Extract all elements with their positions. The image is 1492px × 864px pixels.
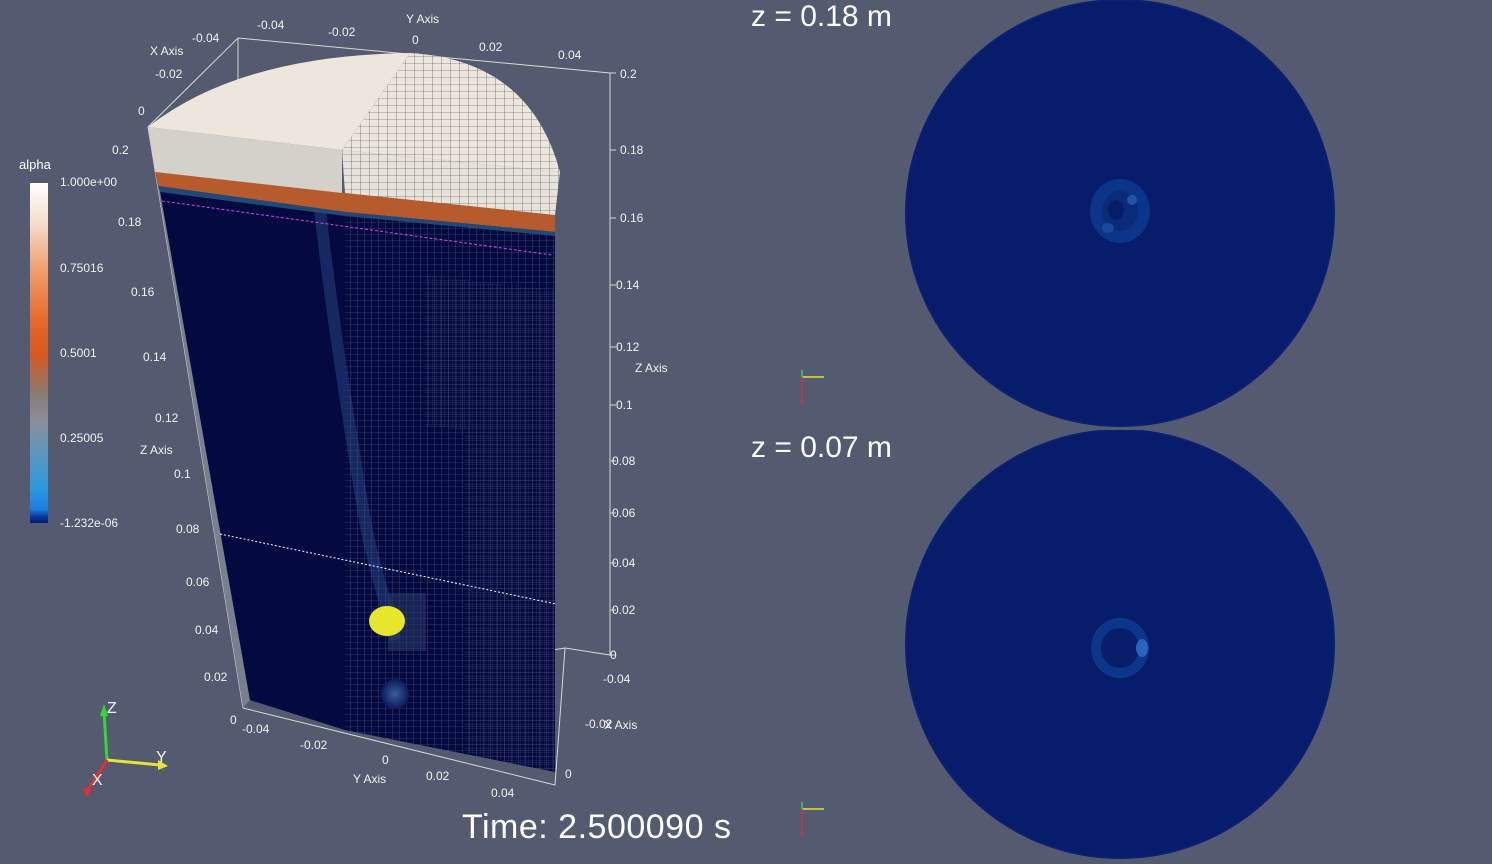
bottom-y-axis-title: Y Axis	[353, 772, 387, 786]
tick-label: -0.04	[242, 722, 270, 736]
slice-view-z018[interactable]	[900, 0, 1340, 432]
time-annotation: Time: 2.500090 s	[462, 808, 732, 846]
slice-view-z007[interactable]	[900, 430, 1340, 862]
free-surface-shadow	[158, 186, 555, 236]
tick-label: -0.04	[603, 672, 631, 686]
tick-label: 0	[138, 104, 145, 118]
tick-label: 0.16	[620, 211, 644, 225]
tick-label: 0.04	[195, 623, 219, 637]
gas-bubble	[381, 679, 409, 709]
tick-label: 0	[412, 33, 419, 47]
tick-label: 0.04	[558, 48, 582, 62]
tick-label: 0.18	[620, 143, 644, 157]
colorbar-tick: 0.75016	[60, 261, 104, 275]
colorbar-tick: 1.000e+00	[60, 175, 118, 189]
tick-label: 0.06	[186, 575, 210, 589]
left-z-axis-title: Z Axis	[140, 443, 173, 457]
tick-label: 0.06	[612, 506, 636, 520]
free-surface-band	[155, 172, 555, 232]
tick-label: 0	[230, 713, 237, 727]
tick-label: 0	[382, 753, 389, 767]
right-x-axis-title: X Axis	[604, 718, 638, 732]
fluid-region	[158, 180, 345, 730]
tick-label: 0.04	[491, 786, 515, 800]
air-front-face	[148, 127, 342, 193]
top-x-axis-title: X Axis	[150, 44, 184, 58]
top-y-axis-title: Y Axis	[406, 12, 440, 26]
tick-label: 0.14	[616, 278, 640, 292]
slice-label-bottom: z = 0.07 m	[751, 431, 892, 464]
tick-label: 0.08	[612, 454, 636, 468]
cylinder-side-wall	[148, 127, 250, 708]
slice-triad-top	[801, 370, 824, 404]
bubble-trail	[314, 209, 401, 642]
triad-y-label: Y	[156, 749, 167, 766]
solid-particle	[369, 606, 405, 636]
tick-label: 0	[565, 767, 572, 781]
slice-triad-bottom	[801, 802, 824, 836]
tick-label: -0.02	[328, 25, 356, 39]
colorbar	[30, 183, 48, 523]
triad-x-label: X	[92, 772, 103, 789]
top-cap-flat	[148, 53, 410, 150]
colorbar-title: alpha	[19, 157, 51, 172]
colorbar-tick: 0.25005	[60, 431, 104, 445]
colorbar-tick: -1.232e-06	[60, 516, 119, 530]
tick-label: 0.04	[612, 556, 636, 570]
orientation-triad-3d	[83, 704, 168, 797]
tick-label: 0.02	[479, 40, 503, 54]
tick-label: 0.02	[612, 603, 636, 617]
tick-label: 0.08	[176, 522, 200, 536]
tick-label: 0.02	[204, 670, 228, 684]
refined-mesh-block	[425, 275, 555, 772]
right-z-axis-title: Z Axis	[635, 361, 668, 375]
tick-label: -0.04	[257, 18, 285, 32]
tick-label: 0.12	[616, 340, 640, 354]
tick-label: 0.1	[616, 398, 633, 412]
air-meshed-face-grid	[342, 150, 560, 215]
triad-z-label: Z	[107, 700, 117, 717]
tick-label: -0.04	[192, 31, 220, 45]
tick-label: -0.02	[585, 717, 613, 731]
tick-label: -0.02	[155, 67, 183, 81]
tick-label: 0.1	[174, 467, 191, 481]
tick-label: 0.02	[426, 769, 450, 783]
tick-label: -0.02	[300, 738, 328, 752]
tick-label: 0.16	[131, 285, 155, 299]
tick-label: 0.14	[143, 350, 167, 364]
probe-line-z007	[219, 533, 557, 605]
slice-label-top: z = 0.18 m	[751, 0, 892, 33]
top-cap-mesh-grid	[342, 53, 560, 172]
colorbar-tick: 0.5001	[60, 346, 97, 360]
tick-label: 0.12	[155, 411, 179, 425]
tick-label: 0.18	[118, 215, 142, 229]
right-z-tick-marks	[610, 72, 616, 656]
probe-line-z018	[161, 200, 553, 256]
tick-label: 0.2	[112, 143, 129, 157]
tick-label: 0	[610, 648, 617, 662]
tick-label: 0.2	[620, 67, 637, 81]
